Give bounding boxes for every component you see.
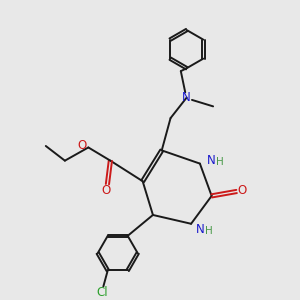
Text: O: O xyxy=(101,184,111,196)
Text: H: H xyxy=(216,157,224,167)
Text: O: O xyxy=(77,139,86,152)
Text: O: O xyxy=(237,184,247,197)
Text: N: N xyxy=(182,91,191,104)
Text: N: N xyxy=(196,223,204,236)
Text: H: H xyxy=(205,226,213,236)
Text: Cl: Cl xyxy=(96,286,108,299)
Text: N: N xyxy=(207,154,215,166)
